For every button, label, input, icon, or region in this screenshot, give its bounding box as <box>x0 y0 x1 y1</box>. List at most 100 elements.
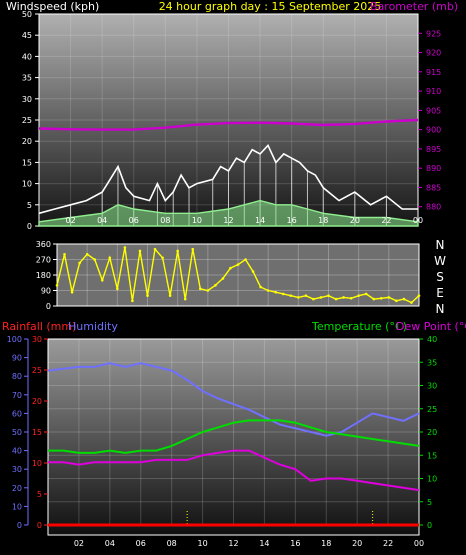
wind-direction-point <box>131 299 134 303</box>
temp-tick-label: 40 <box>427 335 437 344</box>
rain-tick-label: 25 <box>32 366 42 375</box>
baro-tick-label: 905 <box>426 106 441 115</box>
wind-direction-point <box>259 285 262 289</box>
humidity-tick-label: 40 <box>12 447 22 456</box>
wind-tick-label: 35 <box>22 74 32 83</box>
humidity-tick-label: 70 <box>12 391 22 400</box>
humidity-tick-label: 90 <box>12 354 22 363</box>
temp-tick-label: 10 <box>427 475 437 484</box>
wind-time-tick-label: 06 <box>129 216 139 225</box>
wind-direction-point <box>289 294 293 297</box>
baro-tick-label: 925 <box>426 29 441 38</box>
baro-tick-label: 895 <box>426 145 441 154</box>
windspeed-axis-label: Windspeed (kph) <box>6 0 99 13</box>
direction-tick-label: 270 <box>36 256 51 265</box>
wind-direction-point <box>251 270 255 273</box>
temp-tick-label: 20 <box>427 428 437 437</box>
temperature-axis-label: Temperature (°C) <box>311 320 407 333</box>
wind-direction-point <box>387 296 391 299</box>
wind-direction-point <box>116 287 119 291</box>
wind-direction-point <box>198 287 202 291</box>
wind-time-tick-label: 14 <box>255 216 265 225</box>
wind-direction-point <box>206 289 210 292</box>
wind-tick-label: 15 <box>22 158 32 167</box>
wind-tick-label: 25 <box>22 116 32 125</box>
graph-title: 24 hour graph day : 15 September 2025 <box>159 0 382 13</box>
wind-time-tick-label: 10 <box>192 216 202 225</box>
wind-average-area <box>38 199 419 227</box>
wind-direction-point <box>100 278 104 282</box>
wind-direction-point <box>349 296 353 300</box>
baro-tick-label: 880 <box>426 203 441 212</box>
wind-direction-point <box>161 256 164 260</box>
dew-point-axis-label: Dew Point (°C) <box>396 320 466 333</box>
wind-direction-point <box>372 297 376 301</box>
humidity-line <box>47 362 420 437</box>
wind-direction-point <box>78 261 81 265</box>
wind-direction-point <box>146 294 149 297</box>
wind-direction-point <box>304 294 308 297</box>
wind-direction-point <box>214 284 217 287</box>
temp-tick-label: 0 <box>427 521 432 530</box>
wind-direction-point <box>410 301 413 304</box>
wind-time-tick-label: 18 <box>318 216 328 225</box>
wind-dir-letter-s: S <box>436 270 444 284</box>
dew-point-line <box>48 449 420 492</box>
wind-direction-point <box>85 253 89 256</box>
wind-direction-point <box>63 253 66 256</box>
wind-direction-point <box>93 258 97 261</box>
temp-time-tick-label: 12 <box>228 539 238 548</box>
humidity-tick-label: 100 <box>7 335 22 344</box>
wind-direction-point <box>168 294 172 297</box>
wind-tick-label: 20 <box>22 137 32 146</box>
direction-tick-label: 360 <box>36 240 51 249</box>
humidity-axis-label: Humidity <box>68 320 118 333</box>
wind-direction-point <box>266 289 270 292</box>
rain-tick-label: 30 <box>32 335 42 344</box>
wind-time-tick-label: 04 <box>97 216 107 225</box>
baro-tick-label: 885 <box>426 183 441 192</box>
wind-direction-point <box>281 292 285 296</box>
wind-direction-point <box>153 247 157 251</box>
humidity-tick-label: 0 <box>17 521 22 530</box>
direction-tick-label: 0 <box>46 302 51 311</box>
humidity-tick-label: 80 <box>12 372 22 381</box>
rain-tick-label: 0 <box>37 521 42 530</box>
wind-direction-point <box>319 296 323 299</box>
temp-tick-label: 30 <box>427 382 437 391</box>
rain-tick-label: 15 <box>32 428 42 437</box>
wind-direction-point <box>417 294 421 297</box>
wind-tick-label: 40 <box>22 52 32 61</box>
wind-tick-label: 0 <box>27 222 32 231</box>
wind-dir-letter-n-top: N <box>436 238 445 252</box>
wind-tick-label: 50 <box>22 10 32 19</box>
rain-tick-label: 5 <box>37 490 42 499</box>
wind-direction-point <box>191 247 195 251</box>
wind-direction-point <box>342 296 345 299</box>
wind-tick-label: 5 <box>27 201 32 210</box>
temp-tick-label: 15 <box>427 451 437 460</box>
wind-direction-point <box>297 296 300 299</box>
wind-time-tick-label: 22 <box>381 216 391 225</box>
wind-direction-point <box>402 297 406 301</box>
wind-time-tick-label: 08 <box>160 216 170 225</box>
temp-time-tick-label: 18 <box>321 539 331 548</box>
temp-tick-label: 35 <box>427 358 437 367</box>
wind-direction-point <box>327 294 330 297</box>
wind-direction-point <box>244 258 247 261</box>
wind-direction-point <box>312 297 315 301</box>
rain-tick-label: 20 <box>32 397 42 406</box>
temp-time-tick-label: 06 <box>136 539 146 548</box>
wind-direction-point <box>236 263 240 266</box>
wind-direction-point <box>70 290 74 294</box>
wind-direction-point <box>108 256 112 260</box>
barometer-axis-label: Barometer (mb) <box>370 0 458 13</box>
baro-tick-label: 920 <box>426 49 441 58</box>
wind-time-tick-label: 16 <box>287 216 297 225</box>
direction-tick-label: 180 <box>36 271 51 280</box>
wind-direction-point <box>334 297 338 301</box>
temp-time-tick-label: 02 <box>74 539 84 548</box>
wind-tick-label: 10 <box>22 180 32 189</box>
wind-tick-label: 30 <box>22 95 32 104</box>
